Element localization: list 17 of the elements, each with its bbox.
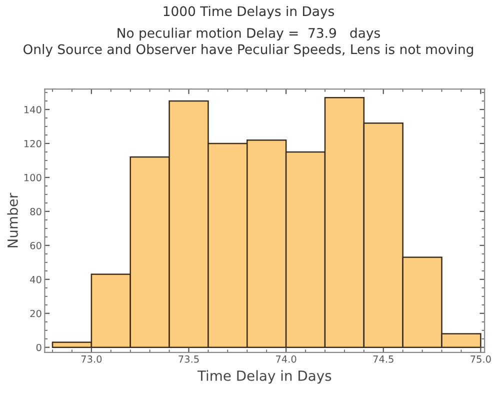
- chart-subtitle: No peculiar motion Delay = 73.9 days Only Source and Observer have Peculiar Speeds, Lens is not moving: [24, 28, 474, 57]
- x-tick-label: 75.0: [470, 355, 491, 363]
- y-tick-label: 140: [24, 106, 42, 114]
- y-tick-label: 0: [36, 344, 42, 352]
- y-axis-title: Number: [7, 192, 18, 248]
- y-tick-label: 60: [30, 242, 42, 250]
- y-tick-label: 20: [30, 310, 42, 318]
- y-tick-label: 120: [24, 140, 42, 148]
- x-tick-label: 74.5: [373, 356, 394, 363]
- x-tick-label: 73.5: [178, 355, 199, 363]
- chart-title: 1000 Time Delays in Days: [164, 6, 334, 19]
- x-tick-label: 73.0: [81, 355, 102, 363]
- y-tick-label: 40: [30, 276, 42, 284]
- x-tick-label: 74.0: [276, 355, 296, 363]
- y-tick-label: 100: [24, 174, 42, 182]
- y-tick-label: 80: [30, 208, 42, 216]
- x-axis-title: Time Delay in Days: [197, 370, 332, 384]
